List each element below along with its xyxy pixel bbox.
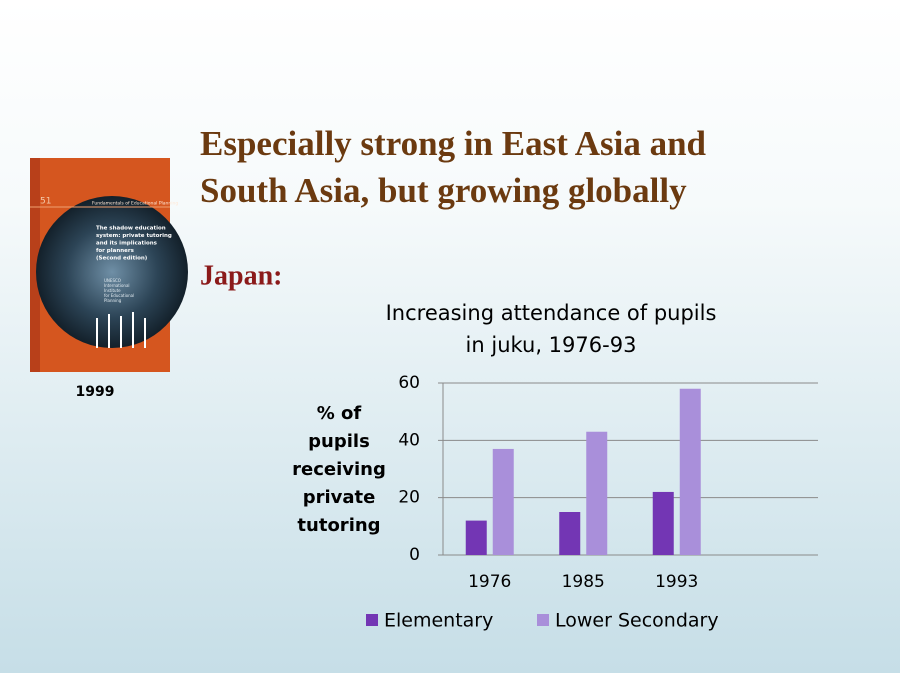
cover-publisher-line: UNESCO: [104, 278, 121, 283]
cover-number: 51: [40, 197, 51, 207]
subheading: Japan:: [200, 260, 282, 291]
bar: [586, 431, 608, 555]
cover-bar: [108, 314, 110, 348]
y-tick-label: 0: [409, 545, 420, 565]
heading-line: Especially strong in East Asia and: [200, 124, 707, 163]
legend-swatch: [366, 614, 378, 626]
y-axis-label: receiving: [292, 459, 386, 480]
heading-line: South Asia, but growing globally: [200, 171, 687, 210]
cover-publisher-line: for Educational: [104, 293, 134, 298]
x-tick-label: 1993: [655, 572, 698, 592]
chart: Increasing attendance of pupils in juku, …: [292, 301, 818, 632]
legend-label: Lower Secondary: [555, 610, 719, 632]
bar: [492, 448, 514, 555]
cover-title-line: (Second edition): [96, 256, 148, 262]
book-cover: 51 Fundamentals of Educational Planning …: [30, 158, 188, 372]
cover-title-line: The shadow education: [96, 226, 166, 232]
cover-publisher-line: Institute: [104, 288, 121, 293]
bar: [652, 491, 674, 555]
bar: [559, 512, 581, 555]
cover-title-line: system: private tutoring: [96, 233, 172, 239]
cover-spine: [30, 158, 40, 372]
y-axis-label: pupils: [308, 431, 370, 452]
legend-label: Elementary: [384, 610, 493, 632]
y-axis-label: % of: [317, 403, 362, 424]
cover-publisher-line: Planning: [104, 298, 122, 303]
cover-bars: [96, 312, 146, 348]
y-tick-label: 60: [398, 373, 420, 393]
chart-title: in juku, 1976-93: [466, 333, 637, 357]
cover-disc: [36, 196, 188, 348]
y-tick-label: 20: [398, 488, 420, 508]
cover-title-line: and its implications: [96, 241, 158, 247]
cover-bar: [96, 318, 98, 348]
y-tick-label: 40: [398, 430, 420, 450]
bar: [679, 388, 701, 555]
chart-title: Increasing attendance of pupils: [386, 301, 717, 325]
cover-bar: [132, 312, 134, 348]
cover-bar: [120, 316, 122, 348]
cover-series: Fundamentals of Educational Planning: [92, 201, 178, 207]
cover-publisher-line: International: [104, 283, 130, 288]
x-tick-label: 1985: [562, 572, 605, 592]
x-tick-label: 1976: [468, 572, 511, 592]
y-axis-label: private: [303, 487, 376, 508]
bar: [465, 520, 487, 555]
legend-swatch: [537, 614, 549, 626]
y-axis-label: tutoring: [297, 515, 380, 536]
cover-bar: [144, 318, 146, 348]
cover-title-line: for planners: [96, 248, 135, 254]
cover-year: 1999: [76, 384, 115, 400]
